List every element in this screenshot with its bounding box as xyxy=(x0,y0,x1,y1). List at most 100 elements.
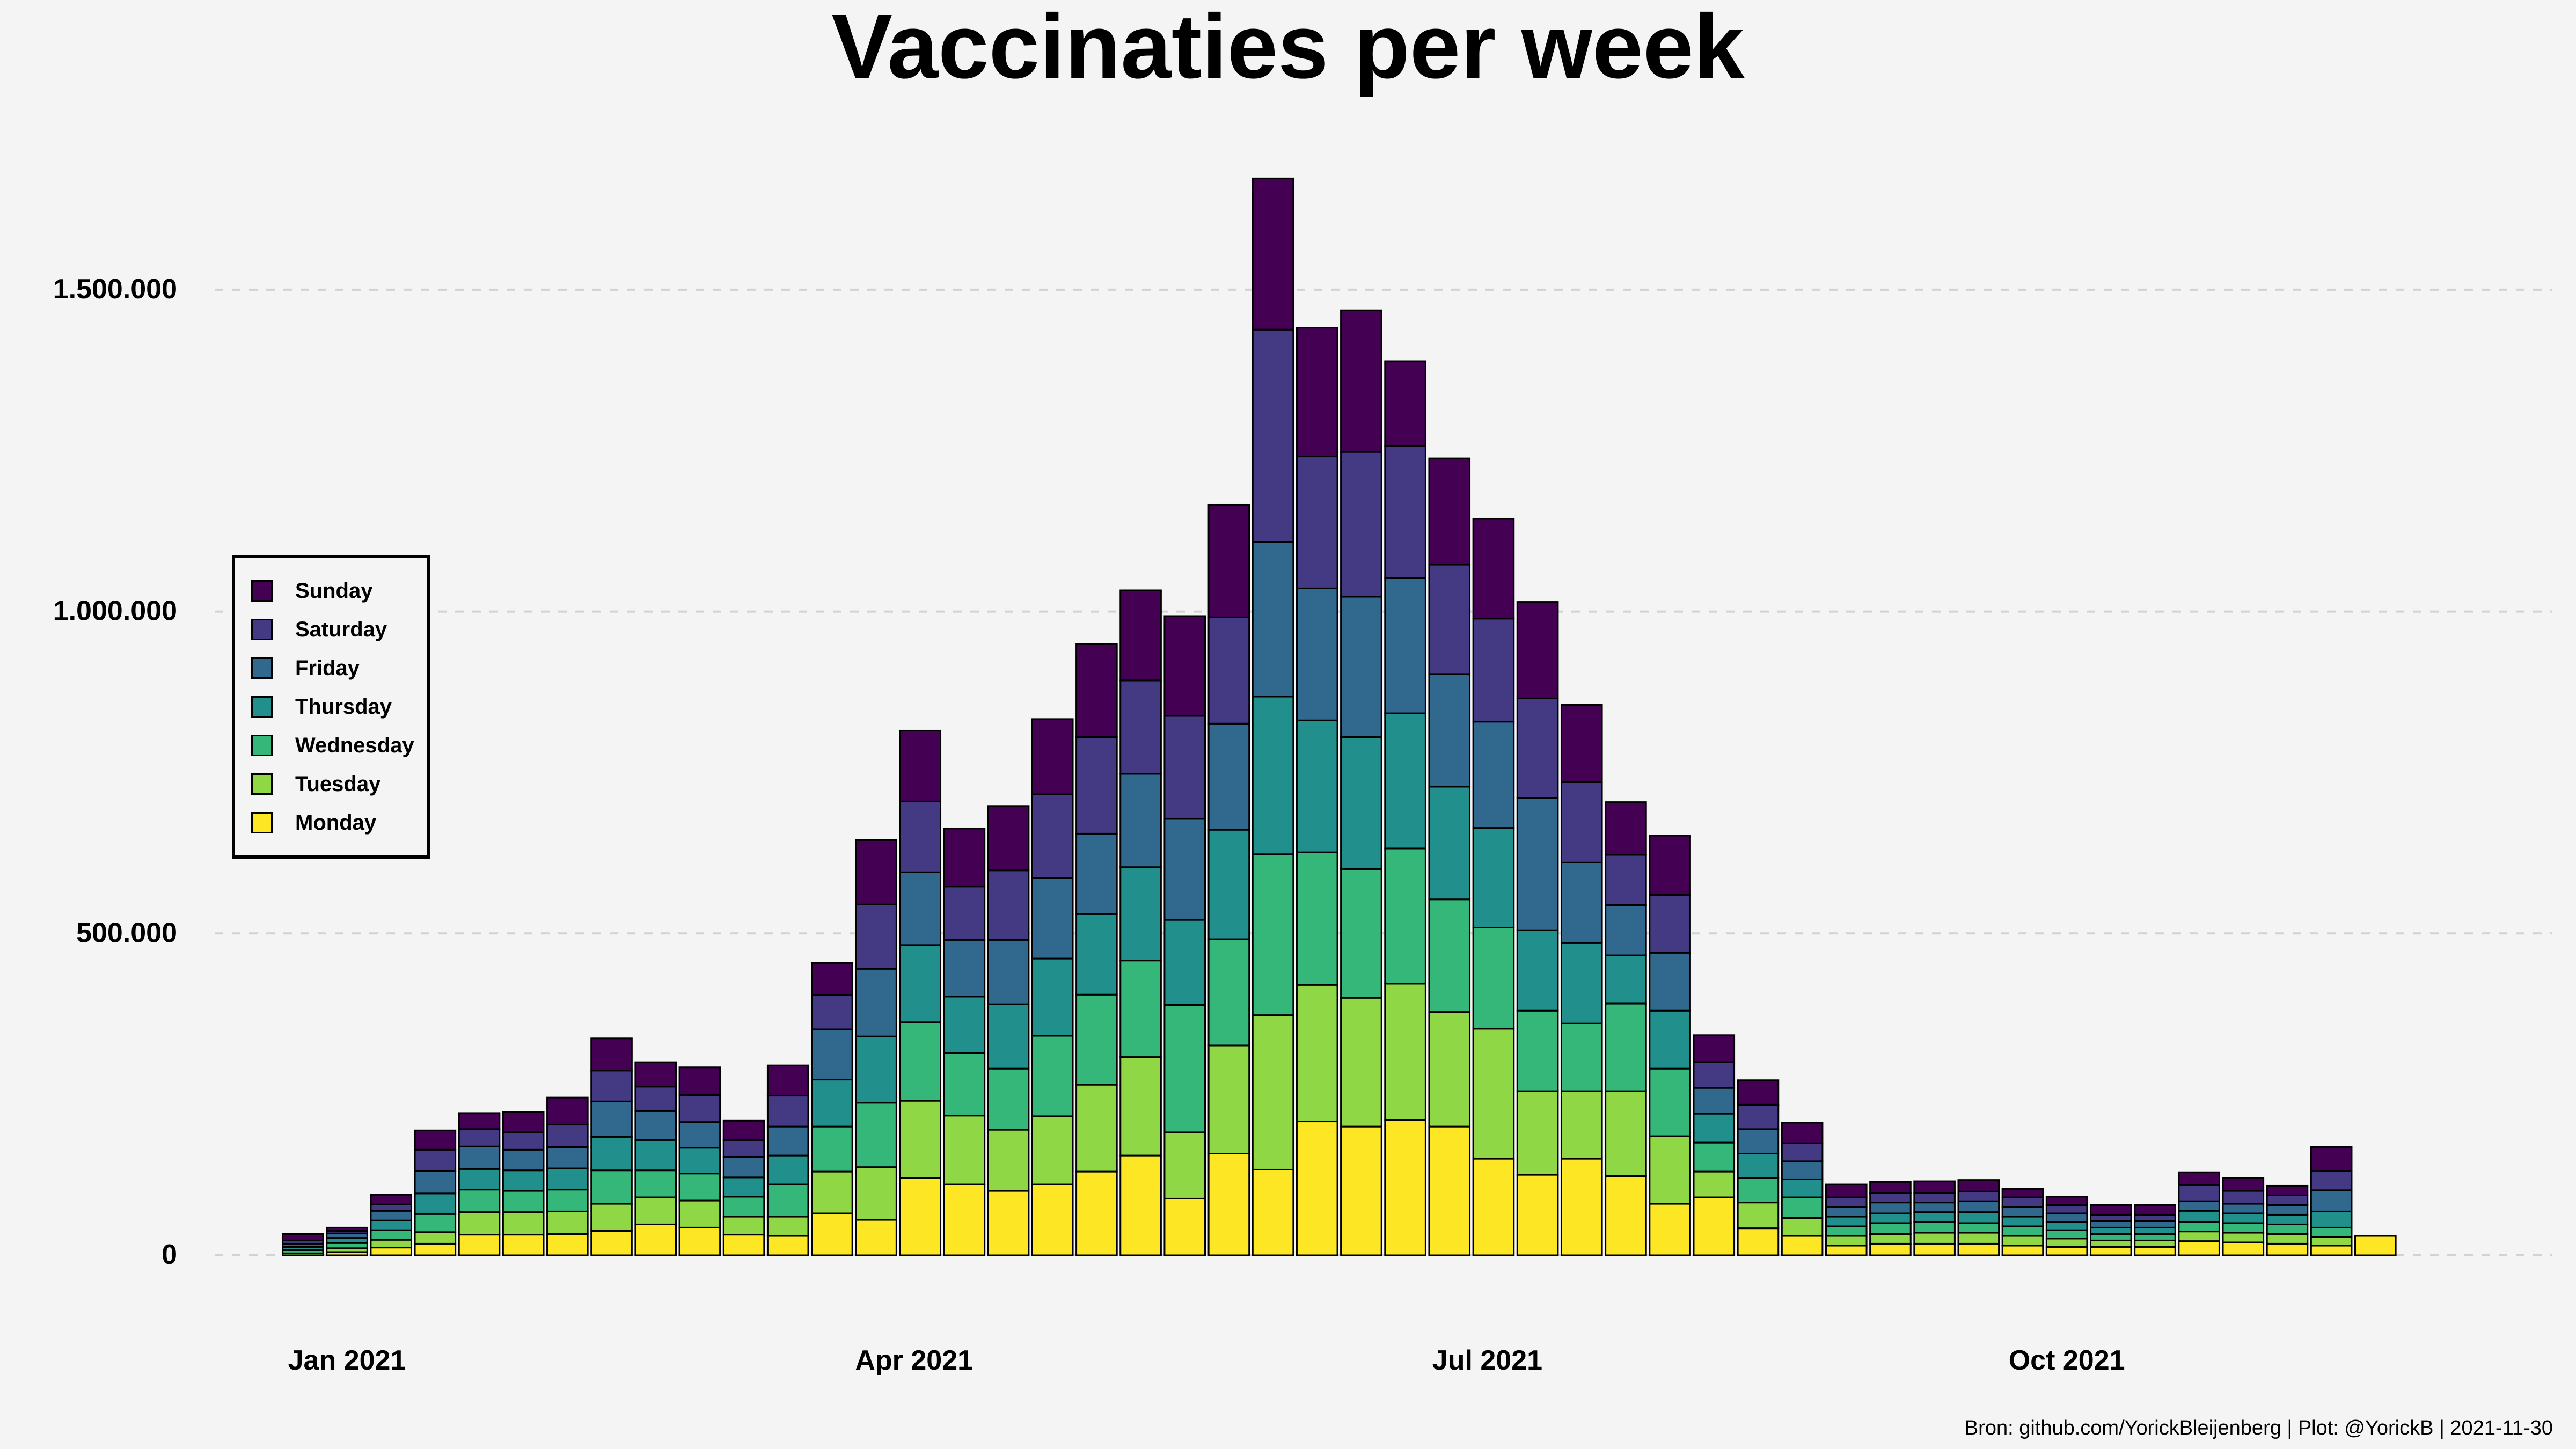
bar-segment-sunday xyxy=(1913,1180,1956,1194)
bar-segment-tuesday xyxy=(1340,997,1382,1128)
bar-segment-wednesday xyxy=(1516,1009,1559,1092)
x-axis-ticks: Jan 2021 Apr 2021 Jul 2021 Oct 2021 xyxy=(288,1345,2125,1376)
bar-segment-monday xyxy=(1428,1125,1471,1256)
legend-label: Friday xyxy=(295,656,360,680)
bar-segment-wednesday xyxy=(2222,1222,2265,1234)
bar-segment-sunday xyxy=(1516,601,1559,700)
bar-segment-saturday xyxy=(1957,1190,2000,1202)
bar-segment-wednesday xyxy=(1384,847,1426,985)
bar-segment-sunday xyxy=(1825,1183,1868,1198)
bar-segment-saturday xyxy=(1384,445,1426,579)
y-tick-label: 1.500.000 xyxy=(53,274,177,305)
bar-segment-friday xyxy=(1605,904,1647,956)
bar-segment-tuesday xyxy=(458,1211,501,1236)
bar-segment-saturday xyxy=(2178,1184,2220,1202)
bar-segment-tuesday xyxy=(634,1196,677,1225)
bar-segment-wednesday xyxy=(1605,1002,1647,1092)
bar-segment-tuesday xyxy=(1781,1217,1824,1237)
bar-segment-friday xyxy=(2310,1189,2353,1212)
bar-segment-sunday xyxy=(1384,360,1426,447)
legend-swatch xyxy=(251,580,273,602)
bar-segment-saturday xyxy=(1825,1196,1868,1208)
bar-segment-friday xyxy=(1869,1202,1912,1214)
x-tick-label: Jul 2021 xyxy=(1432,1345,1542,1376)
bar-segment-thursday xyxy=(766,1154,809,1185)
bar-segment-wednesday xyxy=(546,1189,589,1212)
bar-segment-sunday xyxy=(2045,1196,2088,1206)
legend-label: Saturday xyxy=(295,617,387,641)
bar-segment-friday xyxy=(634,1110,677,1141)
bar-segment-saturday xyxy=(370,1203,412,1212)
bar-segment-saturday xyxy=(1516,698,1559,799)
legend-swatch xyxy=(251,619,273,640)
bar-segment-saturday xyxy=(1869,1192,1912,1204)
bar-segment-wednesday xyxy=(678,1173,721,1202)
bar-segment-wednesday xyxy=(2266,1223,2309,1235)
bar-segment-friday xyxy=(1737,1128,1780,1154)
bar-segment-wednesday xyxy=(987,1067,1030,1131)
bar-segment-wednesday xyxy=(1119,960,1162,1058)
bar-segment-tuesday xyxy=(370,1239,412,1249)
bar-segment-saturday xyxy=(1296,456,1338,589)
bar-segment-monday xyxy=(1163,1197,1206,1256)
bar-segment-wednesday xyxy=(2310,1226,2353,1238)
bar-segment-tuesday xyxy=(943,1115,986,1185)
bar-segment-wednesday xyxy=(2134,1233,2176,1241)
bar-segment-sunday xyxy=(2222,1177,2265,1192)
bar-segment-thursday xyxy=(1163,919,1206,1006)
bar-segment-monday xyxy=(2178,1240,2220,1256)
bar-segment-tuesday xyxy=(1516,1090,1559,1176)
bar-segment-monday xyxy=(1119,1154,1162,1256)
x-tick-label: Jan 2021 xyxy=(288,1345,406,1376)
bar-segment-saturday xyxy=(1913,1192,1956,1204)
bar-segment-tuesday xyxy=(2001,1235,2044,1247)
bar-segment-monday xyxy=(811,1212,853,1256)
bar-segment-monday xyxy=(2134,1246,2176,1256)
bar-segment-wednesday xyxy=(1869,1222,1912,1235)
bar-segment-tuesday xyxy=(1825,1235,1868,1247)
bar-segment-thursday xyxy=(1119,866,1162,962)
bar-segment-thursday xyxy=(1252,696,1294,855)
bar-segment-monday xyxy=(1693,1196,1736,1256)
bar-segment-friday xyxy=(2045,1212,2088,1223)
bar-segment-monday xyxy=(1605,1175,1647,1256)
bar-segment-monday xyxy=(1560,1158,1603,1256)
bar-segment-thursday xyxy=(855,1035,897,1104)
bar-segment-saturday xyxy=(943,885,986,941)
bar-segment-saturday xyxy=(1781,1142,1824,1162)
legend-label: Wednesday xyxy=(295,733,414,757)
bar-segment-sunday xyxy=(1119,589,1162,682)
bar-segment-monday xyxy=(1781,1235,1824,1256)
bar-segment-saturday xyxy=(1737,1103,1780,1130)
bar-segment-sunday xyxy=(458,1112,501,1130)
bar-segment-friday xyxy=(2090,1220,2132,1228)
bar-segment-saturday xyxy=(1031,793,1074,879)
bar-segment-friday xyxy=(1560,861,1603,944)
x-tick-label: Apr 2021 xyxy=(855,1345,973,1376)
bar-segment-tuesday xyxy=(678,1199,721,1228)
bar-segment-monday xyxy=(1825,1245,1868,1256)
bar-segment-thursday xyxy=(1384,712,1426,850)
bar-segment-saturday xyxy=(502,1131,545,1151)
bar-segment-saturday xyxy=(1605,854,1647,906)
bar-segment-tuesday xyxy=(1163,1131,1206,1199)
bar-segment-friday xyxy=(1781,1160,1824,1180)
y-tick-label: 1.000.000 xyxy=(53,596,177,627)
bar-segment-saturday xyxy=(414,1148,457,1172)
bar-segment-monday xyxy=(1913,1242,1956,1256)
bar-segment-wednesday xyxy=(1252,853,1294,1016)
bar-segment-sunday xyxy=(546,1096,589,1126)
bar-segment-thursday xyxy=(1075,913,1118,996)
bar-segment-monday xyxy=(899,1177,942,1256)
legend-item-sunday: Sunday xyxy=(251,577,372,604)
bar-segment-sunday xyxy=(1075,643,1118,738)
bar-segment-sunday xyxy=(1208,503,1250,618)
bar-segment-saturday xyxy=(678,1094,721,1123)
bar-segment-sunday xyxy=(634,1061,677,1088)
bar-segment-monday xyxy=(943,1183,986,1256)
bar-segment-friday xyxy=(458,1145,501,1170)
bar-segment-tuesday xyxy=(1208,1044,1250,1154)
bar-segment-thursday xyxy=(2222,1212,2265,1224)
bar-segment-wednesday xyxy=(1031,1035,1074,1117)
